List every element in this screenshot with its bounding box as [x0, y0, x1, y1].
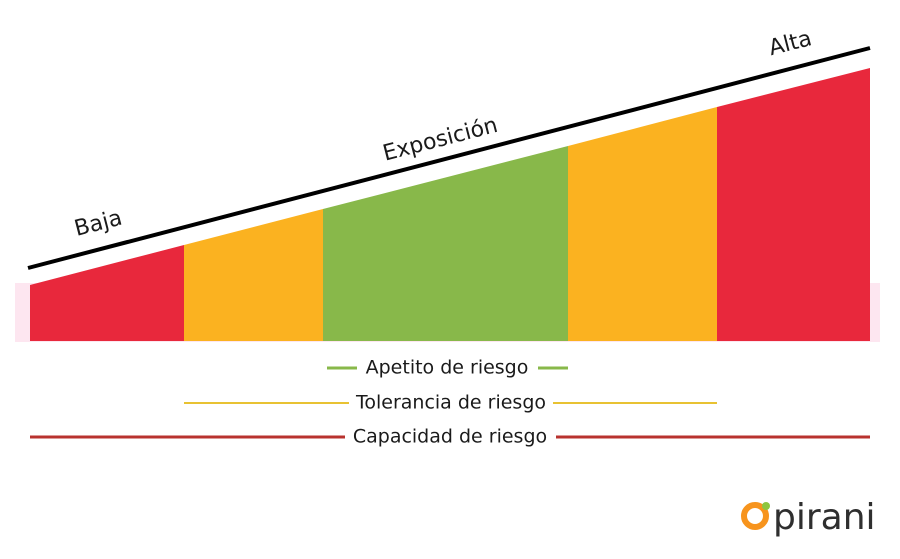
zone-green — [323, 146, 568, 341]
logo-dot — [762, 502, 770, 510]
logo-ring — [741, 502, 769, 530]
legend-label: Apetito de riesgo — [366, 357, 529, 379]
zone-red-low — [30, 245, 184, 341]
legend-label: Tolerancia de riesgo — [355, 392, 546, 414]
logo-text: pirani — [773, 497, 876, 538]
label-high: Alta — [766, 26, 814, 61]
label-low: Baja — [72, 206, 125, 242]
exposure-line — [27, 46, 871, 270]
legend-label: Capacidad de riesgo — [353, 426, 547, 448]
zone-red-high — [717, 68, 870, 341]
zone-orange-low — [184, 209, 323, 341]
zone-orange-high — [568, 107, 717, 341]
logo: pirani — [741, 497, 876, 538]
